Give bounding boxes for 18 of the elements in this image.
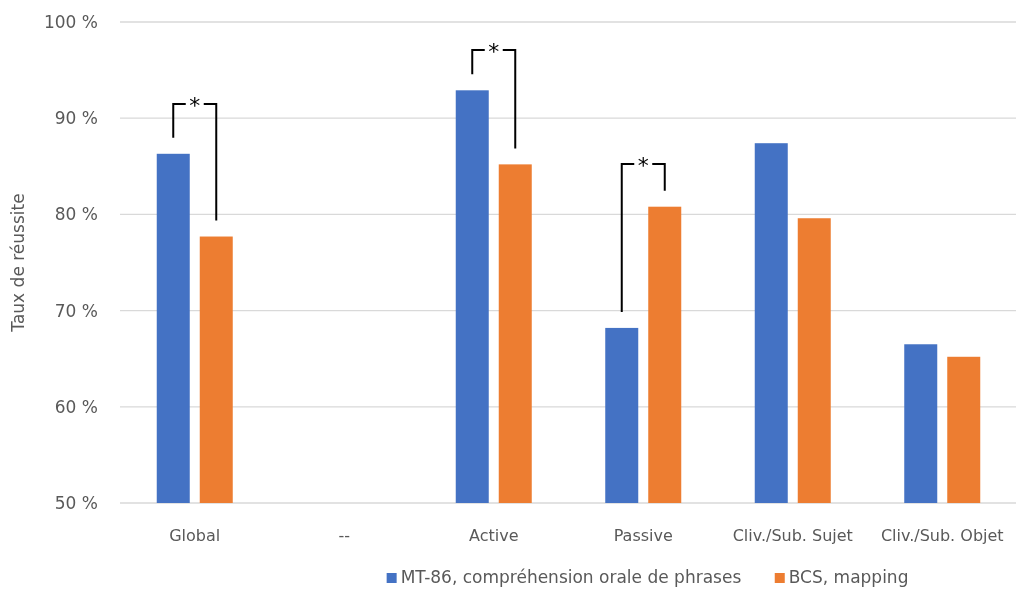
y-tick-label: 80 % <box>54 204 98 225</box>
legend-label: BCS, mapping <box>788 567 909 587</box>
legend-label: MT-86, compréhension orale de phrases <box>400 567 742 587</box>
y-tick-label: 60 % <box>54 396 98 417</box>
x-tick-label: Cliv./Sub. Sujet <box>732 526 853 545</box>
x-tick-label: Global <box>169 526 221 545</box>
y-tick-label: 50 % <box>54 493 98 513</box>
annotation: * <box>189 93 201 118</box>
annotation: * <box>488 39 500 64</box>
x-tick-label: Active <box>469 526 519 545</box>
y-tick-label: 100 % <box>43 12 98 32</box>
x-tick-label: Passive <box>613 526 673 545</box>
annotation: * <box>637 153 649 178</box>
y-tick-label: 70 % <box>54 300 98 321</box>
y-tick-label: 90 % <box>54 108 98 129</box>
x-tick-label: Cliv./Sub. Objet <box>880 526 1004 545</box>
x-tick-label: -- <box>338 526 351 545</box>
y-axis-title: Taux de réussite <box>8 193 28 333</box>
